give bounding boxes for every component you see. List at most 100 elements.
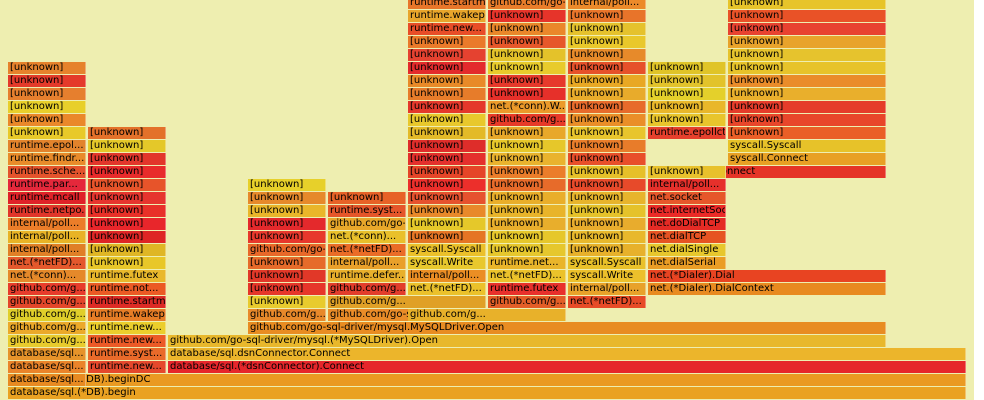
- stack-frame[interactable]: [unknown]: [408, 75, 486, 87]
- stack-frame[interactable]: [unknown]: [728, 62, 886, 74]
- stack-frame[interactable]: database/sql.(*dsnConnector).Connect: [168, 361, 966, 373]
- stack-frame[interactable]: runtime.epol...: [8, 140, 86, 152]
- stack-frame[interactable]: [unknown]: [408, 166, 486, 178]
- stack-frame[interactable]: github.com/go-sql-driver/mys...: [248, 244, 326, 256]
- stack-frame[interactable]: [unknown]: [488, 36, 566, 48]
- stack-frame[interactable]: [unknown]: [8, 88, 86, 100]
- stack-frame[interactable]: runtime.startm: [408, 0, 486, 9]
- stack-frame[interactable]: net.(*conn)...: [8, 270, 86, 282]
- stack-frame[interactable]: github.com/g...: [8, 283, 86, 295]
- stack-frame[interactable]: [unknown]: [248, 283, 326, 295]
- stack-frame[interactable]: internal/poll...: [8, 218, 86, 230]
- stack-frame[interactable]: [unknown]: [88, 244, 166, 256]
- stack-frame[interactable]: github.com/g...: [488, 296, 566, 308]
- stack-frame[interactable]: [unknown]: [408, 127, 486, 139]
- stack-frame[interactable]: [unknown]: [728, 114, 886, 126]
- stack-frame[interactable]: net.(*Dialer).DialContext: [648, 283, 886, 295]
- stack-frame[interactable]: [unknown]: [88, 140, 166, 152]
- stack-frame[interactable]: internal/poll...: [8, 231, 86, 243]
- stack-frame[interactable]: runtime.futex: [488, 283, 566, 295]
- stack-frame[interactable]: [unknown]: [8, 127, 86, 139]
- stack-frame[interactable]: [unknown]: [568, 36, 646, 48]
- stack-frame[interactable]: [unknown]: [488, 62, 566, 74]
- stack-frame[interactable]: [unknown]: [88, 153, 166, 165]
- stack-frame[interactable]: [unknown]: [88, 192, 166, 204]
- stack-frame[interactable]: syscall.Syscall: [568, 257, 646, 269]
- stack-frame[interactable]: [unknown]: [568, 62, 646, 74]
- stack-frame[interactable]: [unknown]: [488, 179, 566, 191]
- stack-frame[interactable]: runtime.new...: [408, 23, 486, 35]
- stack-frame[interactable]: [unknown]: [568, 192, 646, 204]
- stack-frame[interactable]: [unknown]: [728, 127, 886, 139]
- stack-frame[interactable]: [unknown]: [648, 62, 726, 74]
- stack-frame[interactable]: net.(*Dialer).Dial: [648, 270, 886, 282]
- stack-frame[interactable]: [unknown]: [408, 218, 486, 230]
- stack-frame[interactable]: runtime.par...: [8, 179, 86, 191]
- stack-frame[interactable]: [unknown]: [408, 153, 486, 165]
- stack-frame[interactable]: [unknown]: [568, 75, 646, 87]
- stack-frame[interactable]: [unknown]: [488, 205, 566, 217]
- stack-frame[interactable]: [unknown]: [88, 127, 166, 139]
- stack-frame[interactable]: [unknown]: [728, 88, 886, 100]
- stack-frame[interactable]: [unknown]: [8, 75, 86, 87]
- stack-frame[interactable]: [unknown]: [248, 270, 326, 282]
- stack-frame[interactable]: github.com/g...: [488, 114, 566, 126]
- stack-frame[interactable]: github.com/g...: [8, 309, 86, 321]
- stack-frame[interactable]: [unknown]: [568, 244, 646, 256]
- stack-frame[interactable]: [unknown]: [568, 10, 646, 22]
- stack-frame[interactable]: syscall.Connect: [728, 153, 886, 165]
- stack-frame[interactable]: [unknown]: [728, 75, 886, 87]
- stack-frame[interactable]: [unknown]: [248, 179, 326, 191]
- stack-frame[interactable]: runtime.new...: [88, 335, 166, 347]
- stack-frame[interactable]: [unknown]: [648, 166, 726, 178]
- stack-frame[interactable]: [unknown]: [88, 218, 166, 230]
- stack-frame[interactable]: github.com/g...: [328, 296, 486, 308]
- stack-frame[interactable]: syscall.Write: [568, 270, 646, 282]
- stack-frame[interactable]: github.com/g...: [328, 283, 406, 295]
- stack-frame[interactable]: github.com/g...: [8, 335, 86, 347]
- stack-frame[interactable]: runtime.defer...: [328, 270, 406, 282]
- stack-frame[interactable]: runtime.net...: [488, 257, 566, 269]
- stack-frame[interactable]: database/sql...: [8, 348, 86, 360]
- stack-frame[interactable]: runtime.not...: [88, 283, 166, 295]
- stack-frame[interactable]: runtime.findr...: [8, 153, 86, 165]
- stack-frame[interactable]: [unknown]: [648, 88, 726, 100]
- stack-frame[interactable]: [unknown]: [648, 101, 726, 113]
- stack-frame[interactable]: [unknown]: [568, 127, 646, 139]
- stack-frame[interactable]: database/sql.(*DB).beginDC: [8, 374, 966, 386]
- stack-frame[interactable]: runtime.sche...: [8, 166, 86, 178]
- stack-frame[interactable]: syscall.Syscall: [408, 244, 486, 256]
- stack-frame[interactable]: net.internetSocket: [648, 205, 726, 217]
- stack-frame[interactable]: [unknown]: [88, 166, 166, 178]
- stack-frame[interactable]: github.com/go-sql-driver/mysql.(*MySQLDr…: [168, 335, 886, 347]
- stack-frame[interactable]: [unknown]: [488, 49, 566, 61]
- stack-frame[interactable]: runtime.epollctl: [648, 127, 726, 139]
- stack-frame[interactable]: [unknown]: [488, 244, 566, 256]
- stack-frame[interactable]: runtime.mcall: [8, 192, 86, 204]
- stack-frame[interactable]: runtime.syst...: [88, 348, 166, 360]
- stack-frame[interactable]: [unknown]: [248, 218, 326, 230]
- stack-frame[interactable]: net.(*conn)...: [328, 231, 406, 243]
- stack-frame[interactable]: [unknown]: [408, 205, 486, 217]
- stack-frame[interactable]: [unknown]: [408, 101, 486, 113]
- stack-frame[interactable]: [unknown]: [88, 205, 166, 217]
- stack-frame[interactable]: [unknown]: [568, 166, 646, 178]
- stack-frame[interactable]: [unknown]: [648, 75, 726, 87]
- stack-frame[interactable]: database/sql.(*DB).begin: [8, 387, 966, 399]
- stack-frame[interactable]: [unknown]: [328, 192, 406, 204]
- stack-frame[interactable]: [unknown]: [88, 257, 166, 269]
- stack-frame[interactable]: [unknown]: [408, 114, 486, 126]
- stack-frame[interactable]: [unknown]: [248, 205, 326, 217]
- stack-frame[interactable]: runtime.wakep: [88, 309, 166, 321]
- stack-frame[interactable]: net.socket: [648, 192, 726, 204]
- stack-frame[interactable]: [unknown]: [408, 179, 486, 191]
- stack-frame[interactable]: [unknown]: [488, 166, 566, 178]
- stack-frame[interactable]: internal/poll...: [568, 0, 646, 9]
- stack-frame[interactable]: [unknown]: [488, 192, 566, 204]
- stack-frame[interactable]: [unknown]: [248, 192, 326, 204]
- stack-frame[interactable]: [unknown]: [408, 36, 486, 48]
- stack-frame[interactable]: net.(*conn).W...: [488, 101, 566, 113]
- stack-frame[interactable]: [unknown]: [728, 49, 886, 61]
- stack-frame[interactable]: [unknown]: [8, 62, 86, 74]
- stack-frame[interactable]: net.(*netFD)...: [408, 283, 486, 295]
